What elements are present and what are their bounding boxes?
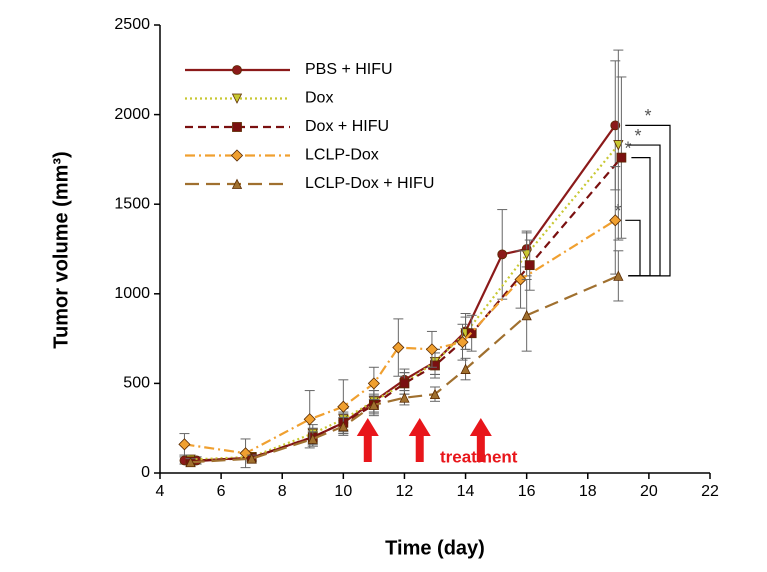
legend-marker bbox=[230, 149, 244, 162]
significance-bracket bbox=[628, 144, 661, 277]
legend-marker bbox=[232, 122, 242, 132]
marker bbox=[368, 399, 380, 410]
marker bbox=[303, 413, 316, 426]
series-line bbox=[190, 144, 620, 461]
legend-label: LCLP-Dox bbox=[305, 147, 379, 164]
series-line bbox=[190, 156, 623, 463]
legend-marker bbox=[231, 93, 243, 104]
marker bbox=[613, 140, 624, 151]
bracket-line bbox=[628, 144, 661, 277]
marker bbox=[338, 421, 349, 432]
marker bbox=[521, 249, 532, 260]
x-tick-label: 18 bbox=[579, 483, 597, 500]
x-tick-label: 14 bbox=[457, 483, 475, 500]
x-tick-label: 22 bbox=[701, 483, 719, 500]
y-tick-label: 2500 bbox=[114, 16, 150, 33]
marker bbox=[425, 343, 439, 356]
marker bbox=[616, 152, 627, 163]
significance-label: * bbox=[614, 201, 621, 221]
marker bbox=[337, 400, 350, 413]
bracket-line bbox=[625, 219, 641, 277]
marker bbox=[521, 309, 532, 321]
marker bbox=[178, 438, 191, 451]
legend-label: PBS + HIFU bbox=[305, 61, 393, 78]
marker bbox=[514, 273, 527, 286]
y-tick-label: 2000 bbox=[114, 106, 150, 123]
significance-bracket bbox=[625, 124, 671, 277]
marker bbox=[307, 433, 318, 444]
marker bbox=[613, 270, 624, 281]
bracket-line bbox=[625, 124, 671, 277]
x-tick-label: 8 bbox=[278, 483, 287, 500]
significance-label: * bbox=[644, 106, 651, 126]
legend-label: LCLP-Dox + HIFU bbox=[305, 175, 434, 192]
marker bbox=[456, 336, 469, 349]
marker bbox=[429, 388, 441, 400]
marker bbox=[497, 249, 508, 260]
x-axis-title: Time (day) bbox=[385, 537, 485, 559]
legend-marker bbox=[232, 65, 242, 75]
y-tick-label: 1500 bbox=[114, 195, 150, 212]
marker bbox=[524, 260, 535, 271]
legend-marker bbox=[231, 178, 243, 189]
x-tick-label: 16 bbox=[518, 483, 536, 500]
treatment-arrow bbox=[469, 418, 492, 462]
legend-label: Dox + HIFU bbox=[305, 118, 389, 135]
marker bbox=[610, 120, 621, 131]
bracket-line bbox=[628, 157, 651, 277]
series-line bbox=[190, 274, 619, 464]
x-tick-label: 10 bbox=[334, 483, 352, 500]
marker bbox=[609, 214, 622, 227]
significance-label: * bbox=[624, 138, 631, 158]
marker bbox=[399, 392, 410, 403]
marker bbox=[246, 453, 257, 464]
y-axis-title: Tumor volume (mm³) bbox=[50, 151, 72, 348]
x-tick-label: 6 bbox=[217, 483, 226, 500]
significance-bracket bbox=[628, 157, 651, 277]
marker bbox=[367, 377, 380, 390]
y-tick-label: 0 bbox=[141, 464, 150, 481]
marker bbox=[399, 378, 410, 389]
treatment-label: treatment bbox=[440, 447, 518, 466]
marker bbox=[430, 360, 440, 371]
significance-bracket bbox=[625, 219, 641, 277]
treatment-arrow bbox=[356, 418, 379, 462]
marker bbox=[392, 341, 405, 354]
series-line bbox=[184, 219, 616, 455]
treatment-arrow bbox=[408, 418, 431, 462]
x-tick-label: 12 bbox=[396, 483, 414, 500]
y-tick-label: 500 bbox=[123, 375, 150, 392]
legend-label: Dox bbox=[305, 90, 333, 107]
marker bbox=[460, 363, 471, 374]
x-tick-label: 4 bbox=[156, 483, 165, 500]
significance-label: * bbox=[634, 126, 641, 146]
y-tick-label: 1000 bbox=[114, 285, 150, 302]
x-tick-label: 20 bbox=[640, 483, 658, 500]
marker bbox=[185, 456, 196, 468]
